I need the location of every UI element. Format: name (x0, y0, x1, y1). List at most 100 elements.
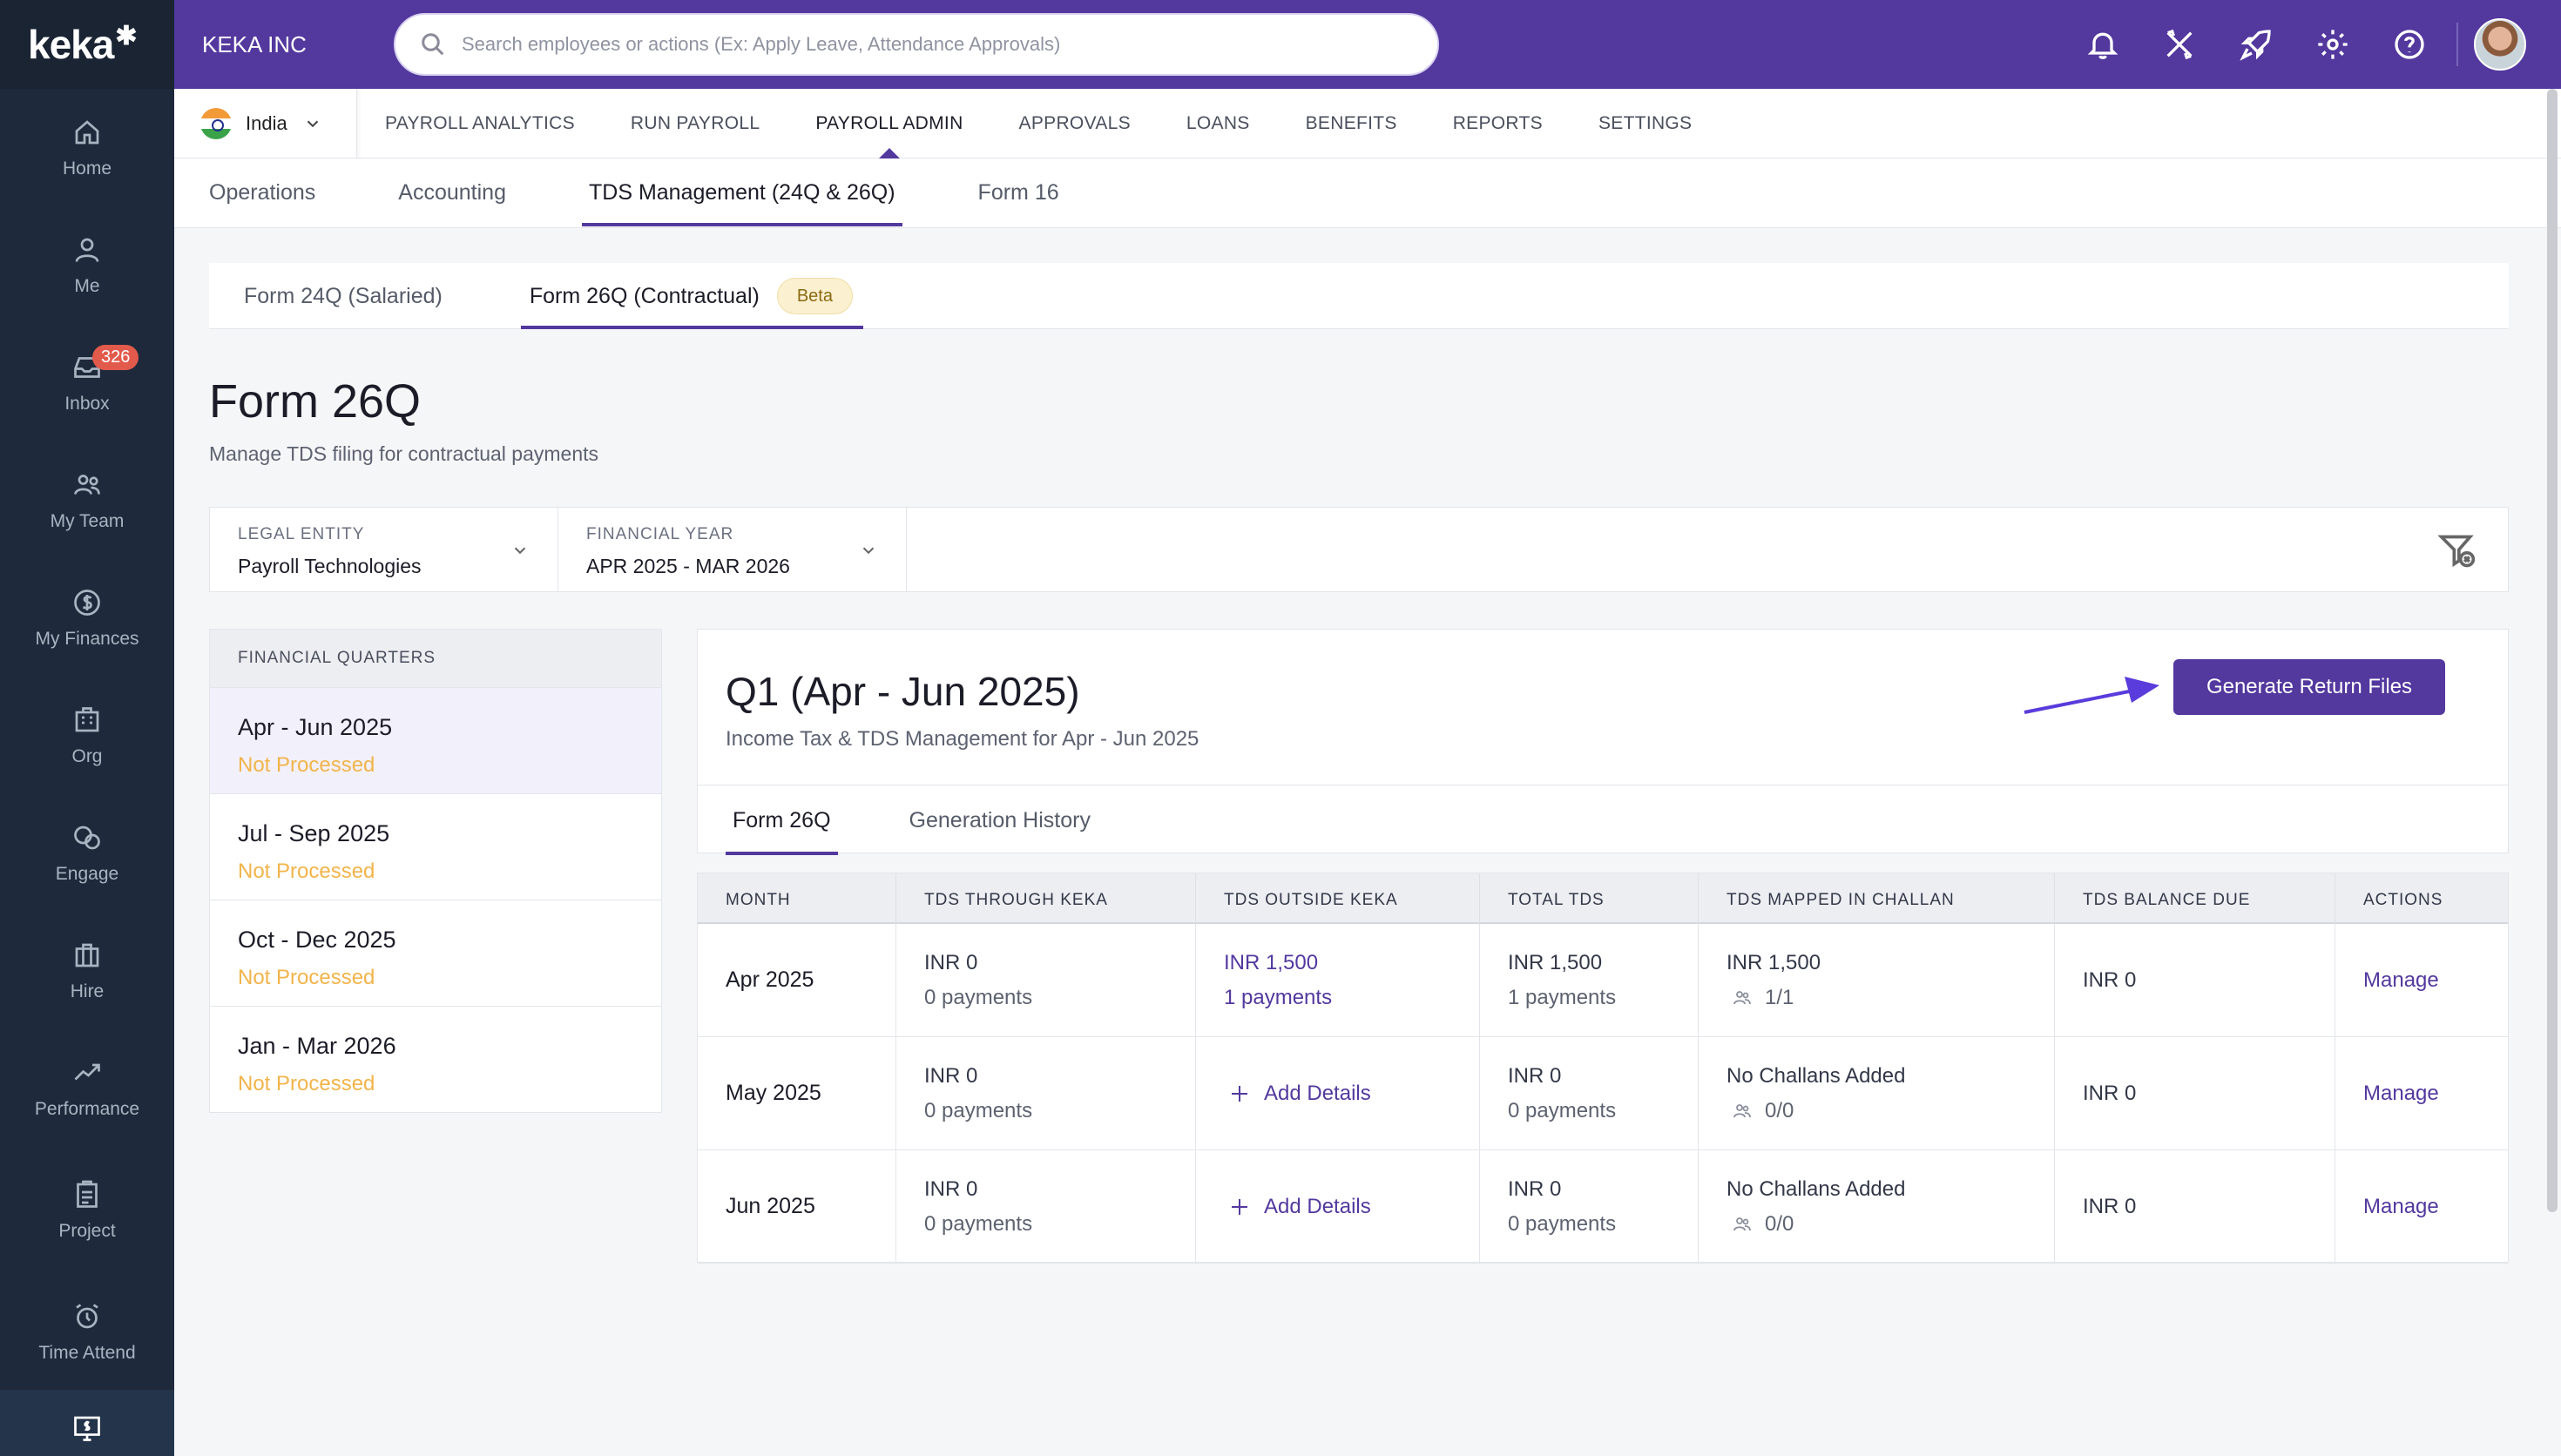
quarter-status: Not Processed (238, 1072, 375, 1095)
table-row: May 2025 INR 0 0 payments Add Details IN… (698, 1037, 2508, 1150)
nav-settings[interactable]: SETTINGS (1598, 112, 1693, 133)
rail-item-home[interactable]: Home (0, 96, 174, 200)
nav-payroll-admin[interactable]: PAYROLL ADMIN (815, 89, 963, 158)
payroll-monitor-icon (74, 1416, 100, 1441)
nav-loans[interactable]: LOANS (1186, 112, 1250, 133)
clear-filter-icon[interactable] (2438, 532, 2477, 570)
col-month: MONTH (698, 873, 896, 924)
cell-challan: INR 1,500 1/1 (1699, 924, 2055, 1036)
rail-item-time-attend[interactable]: Time Attend (0, 1280, 174, 1385)
global-search-input[interactable]: Search employees or actions (Ex: Apply L… (394, 13, 1439, 76)
people-icon (1733, 1217, 1751, 1230)
add-details-button[interactable]: Add Details (1224, 1195, 1479, 1219)
tab-accounting[interactable]: Accounting (398, 179, 506, 205)
challan-status: No Challans Added (1726, 1176, 1906, 1201)
rail-item-performance[interactable]: Performance (0, 1036, 174, 1141)
quick-launch-button[interactable] (2218, 27, 2294, 62)
challan-count-value: 0/0 (1765, 1098, 1794, 1122)
home-icon (75, 120, 99, 145)
country-selector[interactable]: India (174, 88, 357, 158)
rail-item-org[interactable]: Org (0, 684, 174, 788)
settings-button[interactable] (2294, 27, 2371, 62)
clipboard-icon (77, 1180, 98, 1208)
rail-item-hire[interactable]: Hire (0, 919, 174, 1023)
top-icons (2064, 0, 2526, 89)
nav-approvals[interactable]: APPROVALS (1018, 112, 1131, 133)
col-tds-outside-keka: TDS OUTSIDE KEKA (1196, 873, 1480, 924)
tab-tds-management[interactable]: TDS Management (24Q & 26Q) (582, 158, 902, 228)
company-name[interactable]: KEKA INC (202, 30, 307, 57)
quarter-item[interactable]: Jul - Sep 2025 Not Processed (210, 793, 661, 900)
search-icon (422, 33, 444, 56)
tab-generation-history[interactable]: Generation History (909, 808, 1091, 832)
month-label: May 2025 (726, 1081, 821, 1105)
nav-reports[interactable]: REPORTS (1452, 112, 1543, 133)
manage-link[interactable]: Manage (2363, 967, 2439, 992)
notifications-button[interactable] (2064, 27, 2141, 62)
rail-item-my-finances[interactable]: My Finances (0, 566, 174, 671)
cell-month: Apr 2025 (698, 924, 896, 1036)
quarter-item[interactable]: Oct - Dec 2025 Not Processed (210, 900, 661, 1006)
quarter-item[interactable]: Apr - Jun 2025 Not Processed (210, 687, 661, 793)
table-header: MONTH TDS THROUGH KEKA TDS OUTSIDE KEKA … (698, 873, 2508, 924)
quarter-item[interactable]: Jan - Mar 2026 Not Processed (210, 1006, 661, 1112)
add-details-label: Add Details (1264, 1081, 1371, 1105)
tds-table: MONTH TDS THROUGH KEKA TDS OUTSIDE KEKA … (697, 873, 2509, 1264)
inbox-count-badge: 326 (92, 345, 139, 370)
rail-item-my-team[interactable]: My Team (0, 448, 174, 553)
cell-month: Jun 2025 (698, 1150, 896, 1263)
page-scrollbar[interactable] (2547, 89, 2558, 1212)
outside-payments-link[interactable]: 1 payments (1224, 985, 1333, 1009)
rail-item-engage[interactable]: Engage (0, 801, 174, 906)
rail-label: Home (62, 158, 112, 179)
cell-challan: No Challans Added 0/0 (1699, 1037, 2055, 1149)
tab-form-24q[interactable]: Form 24Q (Salaried) (244, 263, 443, 329)
chevron-down-icon (862, 547, 875, 555)
nav-benefits[interactable]: BENEFITS (1305, 112, 1397, 133)
financial-year-select[interactable]: FINANCIAL YEAR APR 2025 - MAR 2026 (558, 508, 907, 591)
gear-icon (2318, 30, 2348, 59)
alarm-icon (76, 1304, 98, 1329)
plus-icon (1232, 1198, 1247, 1215)
tab-form-26q-detail[interactable]: Form 26Q (726, 785, 838, 855)
tab-form-16[interactable]: Form 16 (977, 179, 1059, 205)
col-total-tds: TOTAL TDS (1480, 873, 1699, 924)
bell-icon (2087, 32, 2118, 59)
cell-tds-outside[interactable]: INR 1,500 1 payments (1196, 924, 1480, 1036)
legal-entity-select[interactable]: LEGAL ENTITY Payroll Technologies (210, 508, 558, 591)
quarter-name: Apr - Jun 2025 (238, 714, 393, 740)
manage-link[interactable]: Manage (2363, 1194, 2439, 1218)
outside-amount-link[interactable]: INR 1,500 (1224, 950, 1319, 974)
amount: INR 0 (1508, 1063, 1562, 1088)
rocket-icon (2240, 30, 2271, 61)
add-details-button[interactable]: Add Details (1224, 1082, 1479, 1106)
rail-label: Performance (34, 1099, 140, 1119)
payments-count: 0 payments (1508, 1211, 1617, 1236)
balance-amount: INR 0 (2083, 1194, 2137, 1218)
avatar[interactable] (2474, 18, 2526, 71)
team-icon (74, 475, 100, 495)
manage-link[interactable]: Manage (2363, 1081, 2439, 1105)
generate-return-files-button[interactable]: Generate Return Files (2173, 659, 2445, 715)
cell-tds-keka: INR 0 0 payments (896, 1037, 1196, 1149)
cell-balance: INR 0 (2055, 1037, 2335, 1149)
tab-form-26q[interactable]: Form 26Q (Contractual) Beta (520, 263, 864, 329)
payments-count: 0 payments (924, 985, 1033, 1009)
search-placeholder: Search employees or actions (Ex: Apply L… (462, 33, 1061, 55)
nav-run-payroll[interactable]: RUN PAYROLL (630, 112, 760, 133)
rail-item-inbox[interactable]: Inbox 326 (0, 331, 174, 435)
col-tds-through-keka: TDS THROUGH KEKA (896, 873, 1196, 924)
keka-logo[interactable]: keka ✱ (0, 0, 174, 89)
nav-payroll-analytics[interactable]: PAYROLL ANALYTICS (385, 112, 575, 133)
cell-challan: No Challans Added 0/0 (1699, 1150, 2055, 1263)
rail-item-project[interactable]: Project (0, 1158, 174, 1263)
rail-label: My Team (50, 511, 125, 531)
tab-operations[interactable]: Operations (209, 179, 316, 205)
quarter-status: Not Processed (238, 753, 375, 777)
payments-count: 0 payments (924, 1098, 1033, 1122)
help-button[interactable] (2371, 27, 2448, 62)
rail-item-payroll[interactable] (0, 1390, 174, 1456)
tab-label: Form 24Q (Salaried) (244, 283, 443, 308)
tools-button[interactable] (2141, 27, 2218, 62)
rail-item-me[interactable]: Me (0, 213, 174, 318)
